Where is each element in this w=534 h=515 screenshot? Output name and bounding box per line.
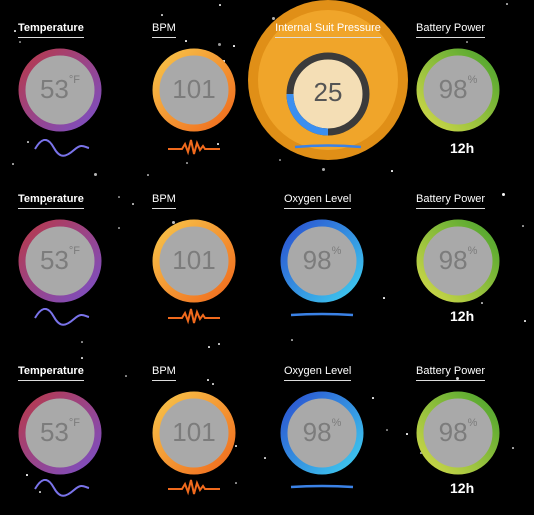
bpm-widget[interactable]: BPM 101 <box>152 365 277 515</box>
star-dot <box>147 174 149 176</box>
oxygen-unit: % <box>331 417 342 429</box>
star-dot <box>161 14 163 16</box>
temperature-dial: 53°F <box>18 48 102 132</box>
oxygen-unit: % <box>331 245 342 257</box>
oxygen-wave-icon <box>290 484 354 489</box>
battery-widget[interactable]: Battery Power 98% 12h <box>416 365 534 515</box>
temperature-widget[interactable]: Temperature 53°F <box>18 365 143 515</box>
temperature-label: Temperature <box>18 22 84 38</box>
vitals-row-2: Temperature 53°F BPM 101 Oxygen Level 98… <box>0 193 534 343</box>
battery-value: 98 <box>438 417 468 447</box>
temperature-dial: 53°F <box>18 391 102 475</box>
bpm-widget[interactable]: BPM 101 <box>152 193 277 343</box>
temperature-value: 53 <box>39 245 69 275</box>
bpm-dial: 101 <box>152 48 236 132</box>
oxygen-value: 98 <box>302 245 332 275</box>
suit-pressure-widget[interactable]: Internal Suit Pressure 25 <box>248 0 408 172</box>
battery-dial: 98% <box>416 391 500 475</box>
temperature-waveform-icon <box>34 139 90 157</box>
temperature-unit: °F <box>68 417 81 429</box>
oxygen-dial: 98% <box>280 391 364 475</box>
battery-label: Battery Power <box>416 22 486 38</box>
temperature-widget[interactable]: Temperature 53°F <box>18 193 143 343</box>
temperature-label: Temperature <box>18 193 84 209</box>
battery-value: 98 <box>438 245 468 275</box>
pressure-progress-arc <box>286 93 329 136</box>
battery-label: Battery Power <box>416 365 486 381</box>
battery-unit: % <box>467 74 478 86</box>
temperature-waveform-icon <box>34 479 90 497</box>
heartbeat-waveform-icon <box>168 479 220 496</box>
heartbeat-waveform-icon <box>168 139 220 156</box>
star-dot <box>208 346 210 348</box>
pressure-value: 25 <box>313 77 343 107</box>
bpm-value: 101 <box>172 245 216 275</box>
bpm-label: BPM <box>152 365 176 381</box>
star-dot <box>506 3 508 5</box>
temperature-dial: 53°F <box>18 219 102 303</box>
oxygen-value: 98 <box>302 417 332 447</box>
bpm-widget[interactable]: BPM 101 <box>152 22 277 172</box>
oxygen-widget[interactable]: Oxygen Level 98% <box>280 365 405 515</box>
battery-dial: 98% <box>416 48 500 132</box>
pressure-dial: 25 <box>284 50 372 138</box>
bpm-dial: 101 <box>152 391 236 475</box>
battery-hours-remaining: 12h <box>450 480 475 496</box>
bpm-label: BPM <box>152 193 176 209</box>
temperature-unit: °F <box>68 245 81 257</box>
bpm-label: BPM <box>152 22 176 38</box>
battery-widget[interactable]: Battery Power 98% 12h <box>416 193 534 343</box>
oxygen-dial: 98% <box>280 219 364 303</box>
pressure-label: Internal Suit Pressure <box>275 22 381 38</box>
temperature-value: 53 <box>39 74 69 104</box>
temperature-value: 53 <box>39 417 69 447</box>
oxygen-wave-icon <box>290 312 354 317</box>
bpm-value: 101 <box>172 74 216 104</box>
vitals-row-3: Temperature 53°F BPM 101 Oxygen Level 98… <box>0 365 534 515</box>
star-dot <box>81 357 83 359</box>
oxygen-label: Oxygen Level <box>284 193 352 209</box>
star-dot <box>218 343 220 345</box>
vitals-row-1: Temperature 53°F BPM 101 Internal Suit P… <box>0 0 534 172</box>
battery-unit: % <box>467 417 478 429</box>
temperature-waveform-icon <box>34 308 90 326</box>
battery-label: Battery Power <box>416 193 486 209</box>
temperature-unit: °F <box>68 74 81 86</box>
oxygen-widget[interactable]: Oxygen Level 98% <box>280 193 405 343</box>
battery-value: 98 <box>438 74 468 104</box>
pressure-wave-icon <box>294 144 362 149</box>
battery-hours-remaining: 12h <box>450 140 475 156</box>
temperature-widget[interactable]: Temperature 53°F <box>18 22 143 172</box>
battery-hours-remaining: 12h <box>450 308 475 324</box>
oxygen-label: Oxygen Level <box>284 365 352 381</box>
star-dot <box>94 173 97 176</box>
battery-dial: 98% <box>416 219 500 303</box>
temperature-label: Temperature <box>18 365 84 381</box>
heartbeat-waveform-icon <box>168 308 220 325</box>
bpm-dial: 101 <box>152 219 236 303</box>
battery-widget[interactable]: Battery Power 98% 12h <box>416 22 534 172</box>
bpm-value: 101 <box>172 417 216 447</box>
star-dot <box>219 4 221 6</box>
battery-unit: % <box>467 245 478 257</box>
